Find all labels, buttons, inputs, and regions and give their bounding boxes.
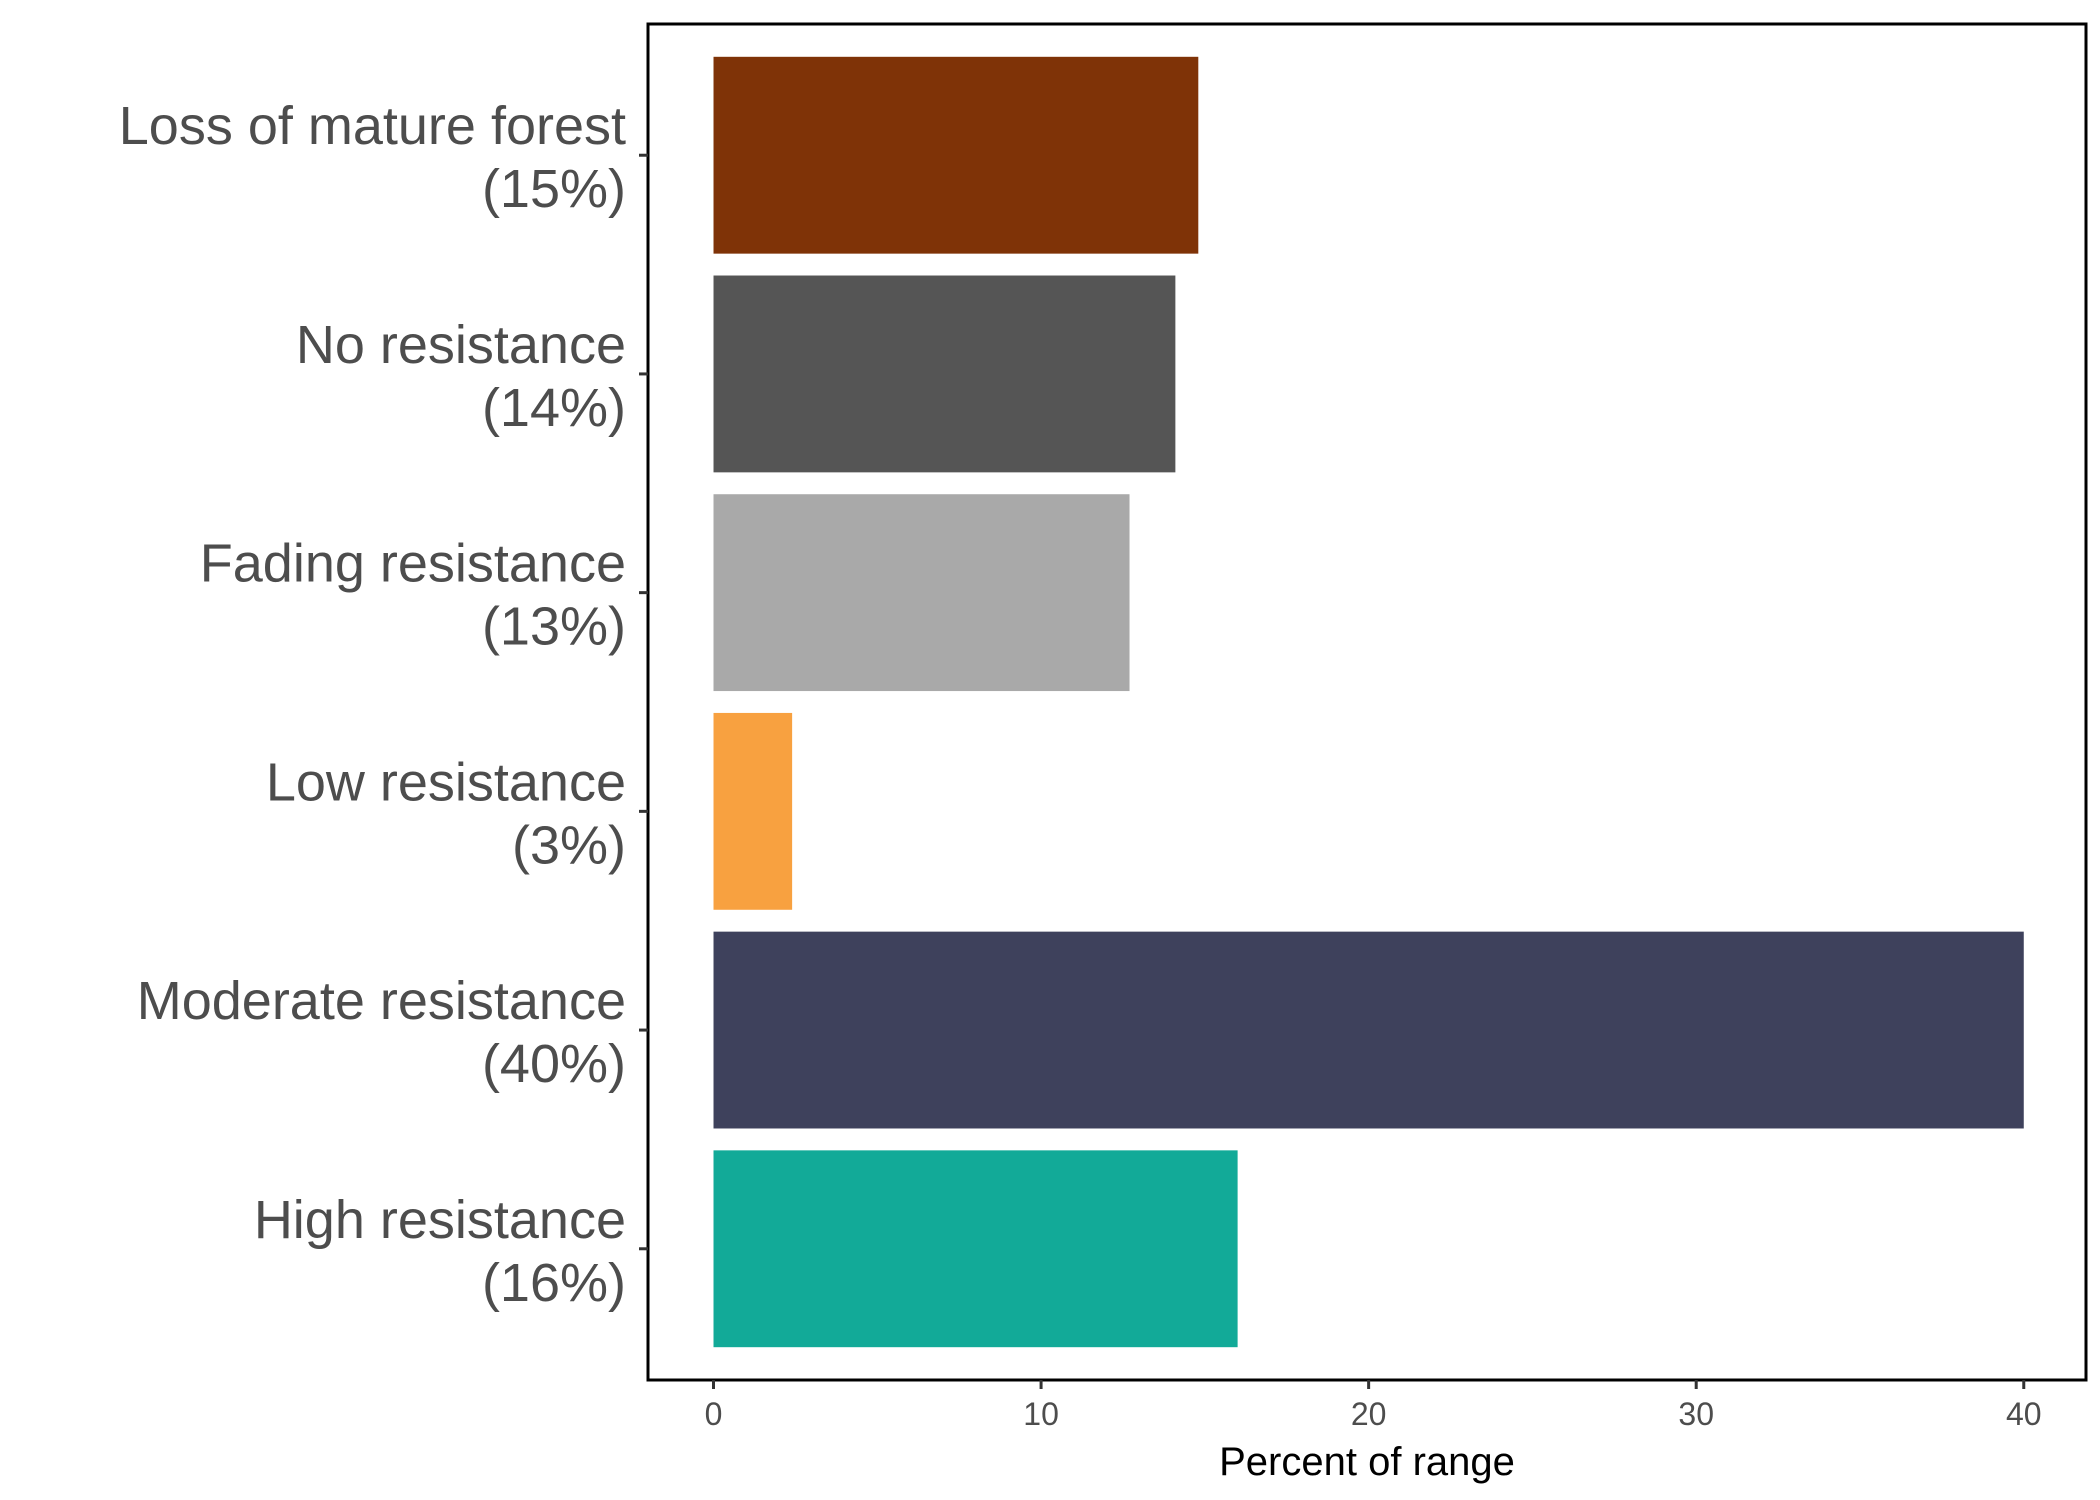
bar-low-resistance (713, 712, 793, 910)
y-tick-label-name: Low resistance (266, 752, 626, 812)
y-tick-label-percent: (13%) (482, 597, 626, 657)
bar-loss-of-mature-forest (713, 56, 1199, 254)
panel-border (646, 22, 2088, 1382)
y-tick-label-name: No resistance (296, 315, 626, 375)
bar-no-resistance (713, 275, 1176, 473)
y-tick-label-percent: (16%) (482, 1253, 626, 1313)
y-tick-label-name: Fading resistance (200, 534, 626, 594)
bar-fading-resistance (713, 494, 1130, 692)
bar-moderate-resistance (713, 931, 2024, 1129)
y-tick-label-name: Moderate resistance (137, 971, 626, 1031)
bar-high-resistance (713, 1150, 1238, 1348)
bars-layer (713, 56, 2024, 1348)
y-tick-label-name: High resistance (254, 1190, 626, 1250)
y-tick-label-percent: (14%) (482, 378, 626, 438)
x-axis-title: Percent of range (1219, 1440, 1515, 1484)
x-tick-label: 30 (1678, 1396, 1714, 1432)
y-tick-label-percent: (40%) (482, 1034, 626, 1094)
x-tick-label: 0 (705, 1396, 723, 1432)
y-tick-label-percent: (3%) (512, 815, 626, 875)
y-ticks-layer: Loss of mature forest(15%)No resistance(… (119, 96, 648, 1313)
x-ticks-layer: 0 10 20 30 40 (705, 1380, 2042, 1432)
x-tick-label: 20 (1351, 1396, 1387, 1432)
x-tick-label: 10 (1023, 1396, 1059, 1432)
y-tick-label-percent: (15%) (482, 159, 626, 219)
y-tick-label-name: Loss of mature forest (119, 96, 626, 156)
x-tick-label: 40 (2006, 1396, 2042, 1432)
